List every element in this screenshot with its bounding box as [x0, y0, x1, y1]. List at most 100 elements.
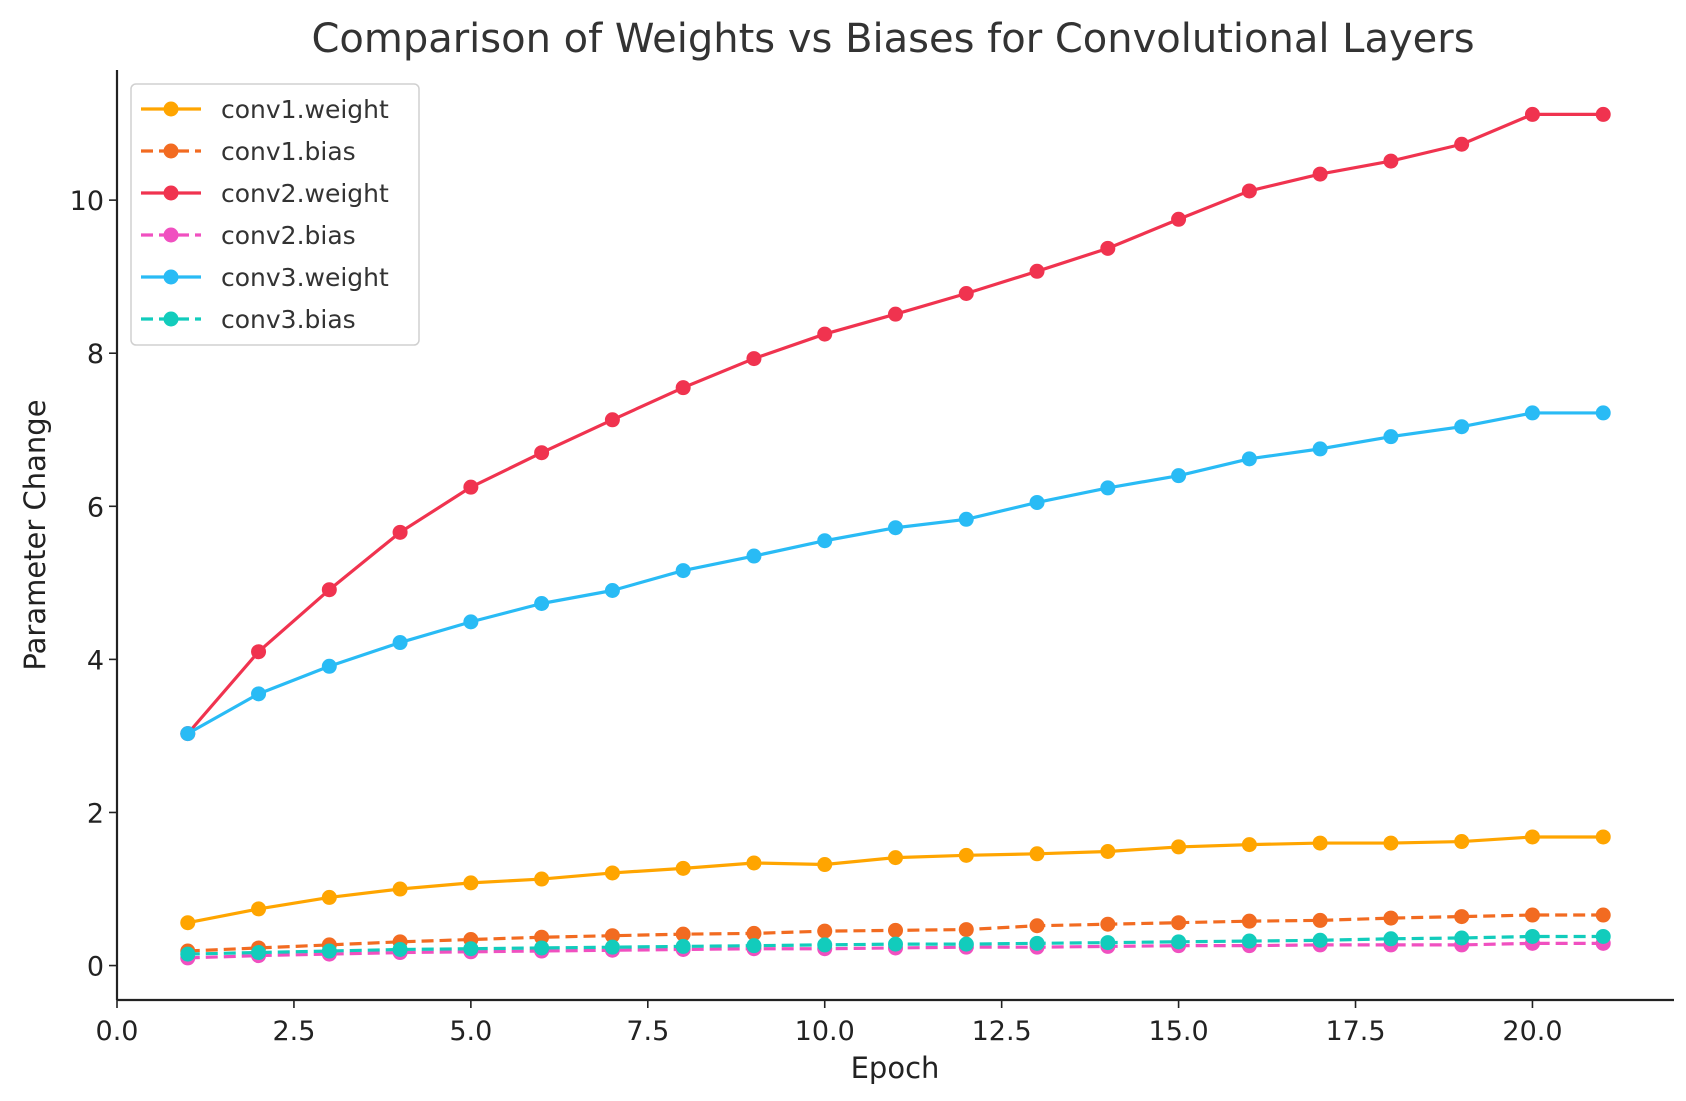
data-point — [321, 889, 337, 905]
data-point — [392, 881, 408, 897]
data-point — [746, 351, 762, 367]
data-point — [1595, 907, 1611, 923]
x-tick-label: 2.5 — [272, 1016, 315, 1047]
series-conv3-bias — [180, 928, 1611, 962]
legend-swatch-marker — [163, 227, 179, 243]
data-point — [1171, 915, 1187, 931]
data-point — [1171, 934, 1187, 950]
data-point — [817, 923, 833, 939]
series-conv3-weight — [180, 405, 1611, 742]
data-point — [604, 412, 620, 428]
legend-swatch-marker — [163, 101, 179, 117]
data-point — [746, 855, 762, 871]
legend-swatch-marker — [163, 185, 179, 201]
x-axis-label: Epoch — [851, 1051, 940, 1085]
data-point — [1029, 846, 1045, 862]
data-point — [1524, 405, 1540, 421]
data-point — [746, 938, 762, 954]
data-point — [534, 445, 550, 461]
data-point — [1241, 913, 1257, 929]
data-point — [1100, 240, 1116, 256]
data-point — [1524, 907, 1540, 923]
legend-swatch-marker — [163, 311, 179, 327]
data-point — [958, 922, 974, 938]
data-point — [1524, 106, 1540, 122]
data-point — [463, 875, 479, 891]
legend-entry: conv2.weight — [221, 179, 389, 208]
data-point — [817, 937, 833, 953]
data-point — [463, 941, 479, 957]
data-point — [1595, 106, 1611, 122]
data-point — [1383, 910, 1399, 926]
data-point — [1454, 419, 1470, 435]
data-point — [1383, 429, 1399, 445]
data-point — [1312, 166, 1328, 182]
data-point — [534, 929, 550, 945]
legend-box — [130, 83, 420, 346]
series-conv1-weight — [180, 829, 1611, 931]
data-point — [1171, 839, 1187, 855]
series-layer — [180, 106, 1611, 966]
data-point — [1241, 183, 1257, 199]
data-point — [1454, 930, 1470, 946]
data-point — [888, 850, 903, 866]
data-point — [604, 582, 620, 598]
data-point — [675, 563, 691, 579]
data-point — [604, 865, 620, 881]
x-tick-label: 5.0 — [449, 1016, 492, 1047]
ticks: 0.0 2.5 5.0 7.5 10.0 12.5 15.0 17.5 20.0 0 2 4 6 8 10 — [70, 186, 1563, 1047]
data-point — [463, 479, 479, 495]
data-point — [888, 922, 903, 938]
data-point — [817, 857, 833, 873]
data-point — [251, 686, 267, 702]
data-point — [1312, 932, 1328, 948]
data-point — [958, 936, 974, 952]
y-tick-label: 4 — [87, 645, 104, 676]
data-point — [1454, 909, 1470, 925]
data-point — [675, 938, 691, 954]
data-point — [1100, 480, 1116, 496]
data-point — [1100, 844, 1116, 860]
data-point — [1595, 928, 1611, 944]
data-point — [675, 860, 691, 876]
data-point — [888, 520, 903, 536]
data-point — [1383, 153, 1399, 169]
data-point — [1454, 834, 1470, 850]
legend-entry: conv3.bias — [221, 305, 356, 334]
y-tick-label: 0 — [87, 952, 104, 983]
data-point — [888, 306, 903, 322]
data-point — [1383, 835, 1399, 851]
data-point — [817, 533, 833, 549]
data-point — [251, 945, 267, 961]
y-tick-label: 8 — [87, 339, 104, 370]
data-point — [1029, 263, 1045, 279]
series-line — [186, 411, 1604, 736]
data-point — [392, 941, 408, 957]
y-tick-label: 2 — [87, 798, 104, 829]
data-point — [1454, 136, 1470, 152]
data-point — [180, 726, 196, 742]
data-point — [817, 326, 833, 342]
y-tick-label: 10 — [70, 186, 104, 217]
x-tick-label: 10.0 — [795, 1016, 855, 1047]
x-tick-label: 15.0 — [1149, 1016, 1209, 1047]
data-point — [958, 847, 974, 863]
x-tick-label: 20.0 — [1502, 1016, 1562, 1047]
data-point — [1241, 933, 1257, 949]
data-point — [321, 943, 337, 959]
y-tick-label: 6 — [87, 492, 104, 523]
series-conv1-bias — [180, 907, 1611, 959]
data-point — [392, 524, 408, 540]
data-point — [888, 936, 903, 952]
x-tick-label: 12.5 — [972, 1016, 1032, 1047]
y-axis-label: Parameter Change — [18, 399, 52, 670]
data-point — [321, 658, 337, 674]
data-point — [1029, 918, 1045, 934]
data-point — [1312, 835, 1328, 851]
legend-entry: conv2.bias — [221, 221, 356, 250]
data-point — [534, 871, 550, 887]
x-tick-label: 0.0 — [96, 1016, 139, 1047]
legend-swatch-marker — [163, 269, 179, 285]
data-point — [958, 286, 974, 302]
